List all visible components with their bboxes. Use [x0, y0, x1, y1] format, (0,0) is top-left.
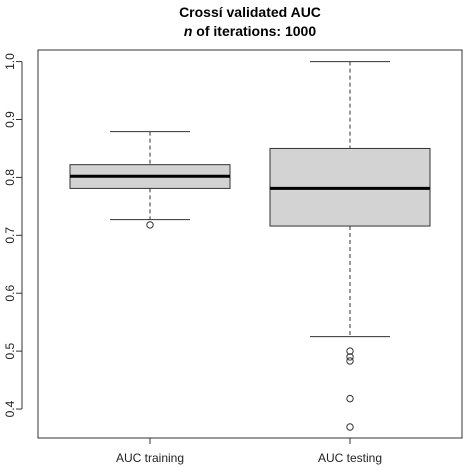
chart-title-line1: Crossí validated AUC [179, 4, 321, 20]
box-group [269, 61, 431, 431]
boxes-group [69, 61, 431, 431]
x-tick-label: AUC training [116, 451, 184, 465]
y-tick-label: 0.7 [3, 227, 17, 244]
box-group [69, 131, 231, 229]
plot-frame [37, 49, 463, 439]
y-tick-label: 1.0 [3, 53, 17, 70]
y-tick-label: 0.6 [3, 285, 17, 302]
y-axis: 0.4 0.5 0.6 0.7 0.8 0.9 1.0 [3, 53, 23, 417]
y-tick-label: 0.9 [3, 111, 17, 128]
outlier-point [346, 357, 354, 365]
outlier-point [346, 423, 354, 431]
chart-title-line2: n of iterations: 1000 [184, 23, 316, 39]
y-tick-label: 0.8 [3, 169, 17, 186]
y-tick-label: 0.4 [3, 400, 17, 417]
outlier-point [346, 347, 354, 355]
outlier-point [146, 221, 154, 229]
x-axis: AUC training AUC testing [116, 438, 382, 465]
chart-title-n: n [184, 23, 193, 39]
y-tick-label: 0.5 [3, 342, 17, 359]
chart-title-suffix: of iterations: 1000 [192, 23, 316, 39]
outlier-point [346, 353, 354, 361]
outlier-point [346, 394, 354, 403]
x-tick-label: AUC testing [318, 451, 382, 465]
